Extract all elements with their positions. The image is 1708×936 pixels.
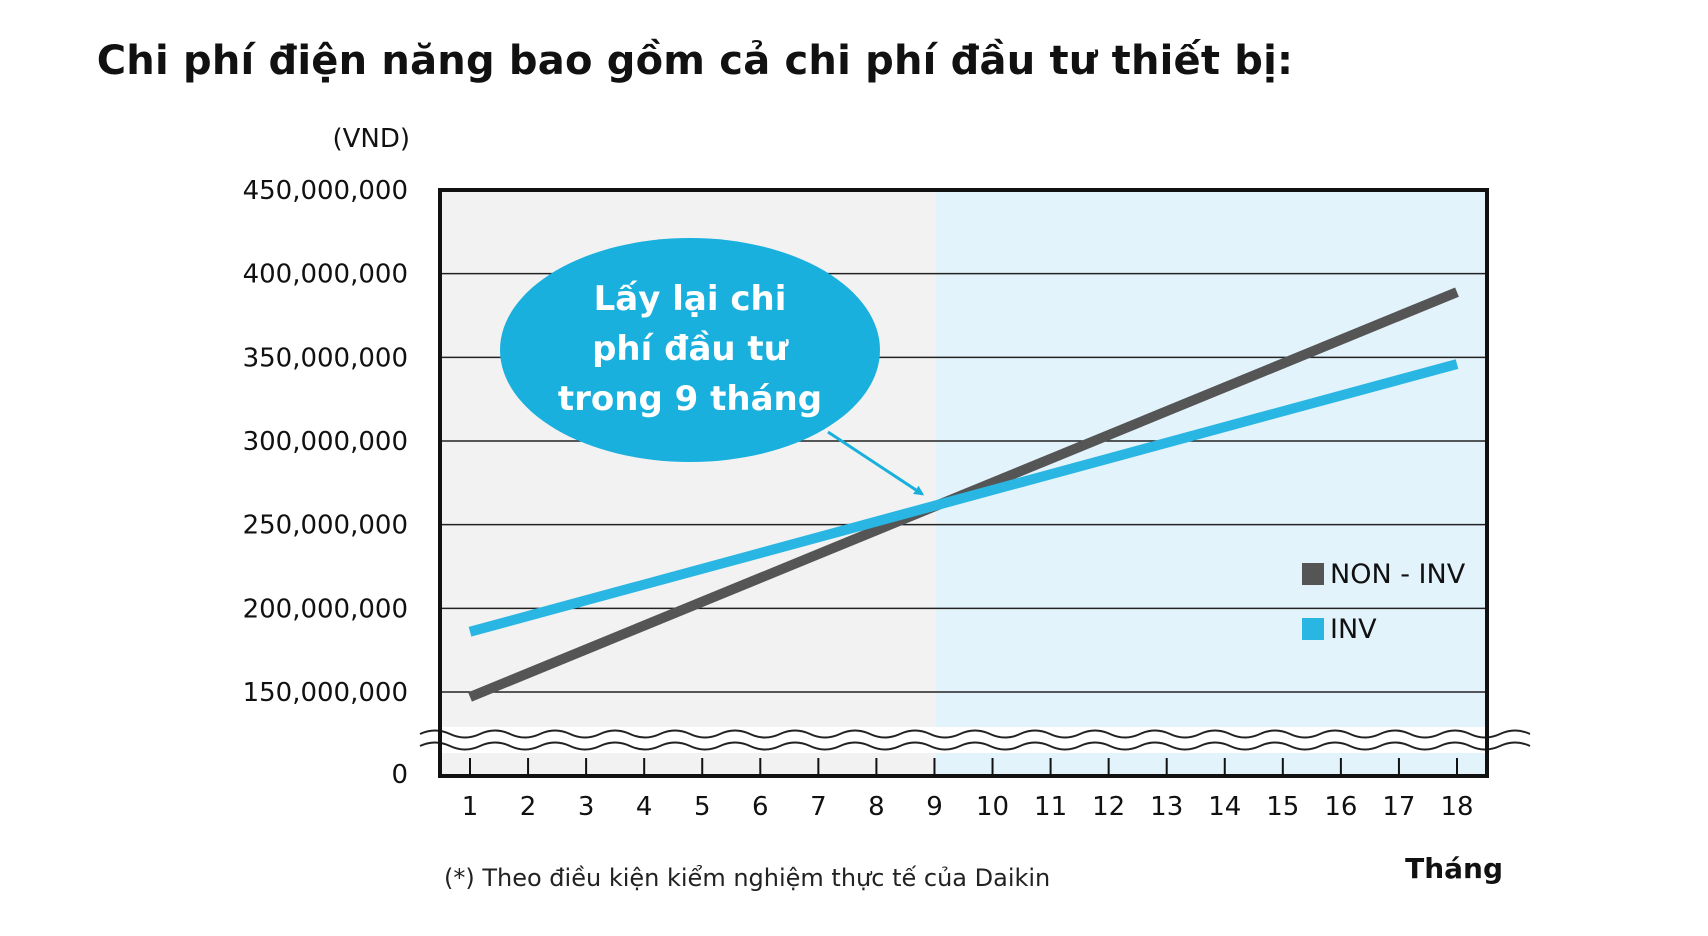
x-tick-label: 8 [868,792,885,822]
x-tick-label: 9 [926,792,943,822]
x-tick-label: 15 [1266,792,1299,822]
legend-label: NON - INV [1330,559,1466,590]
y-tick-label: 450,000,000 [243,176,408,206]
x-tick-label: 2 [520,792,537,822]
series-line-inv [468,359,1459,637]
annotation-arrow [827,430,925,496]
x-axis-label: Tháng [1405,852,1503,885]
annotation-text-line: Lấy lại chi [594,279,787,319]
legend-swatch [1302,618,1324,640]
x-tick-label: 12 [1092,792,1125,822]
x-tick-label: 1 [462,792,479,822]
axis-break-line-top [419,729,1531,739]
x-tick-label: 11 [1034,792,1067,822]
x-tick-label: 7 [810,792,827,822]
annotation-bubble [500,238,880,462]
footnote: (*) Theo điều kiện kiểm nghiệm thực tế c… [444,864,1051,892]
chart-title: Chi phí điện năng bao gồm cả chi phí đầu… [96,38,1294,84]
annotation-text-line: phí đầu tư [592,329,789,369]
y-tick-label: 250,000,000 [243,511,408,541]
y-tick-label: 350,000,000 [243,343,408,373]
y-tick-label: 150,000,000 [243,678,408,708]
x-tick-label: 14 [1208,792,1241,822]
plot-frame [438,188,1489,778]
x-tick-label: 10 [976,792,1009,822]
axis-break-line-bottom [419,741,1531,751]
x-tick-label: 17 [1382,792,1415,822]
annotation-text-line: trong 9 tháng [558,379,822,419]
legend-label: INV [1330,614,1377,645]
x-tick-label: 6 [752,792,769,822]
x-tick-label: 4 [636,792,653,822]
x-tick-label: 16 [1324,792,1357,822]
legend-swatch [1302,563,1324,585]
x-tick-label: 5 [694,792,711,822]
x-tick-label: 3 [578,792,595,822]
y-tick-label: 300,000,000 [243,427,408,457]
y-tick-label: 400,000,000 [243,260,408,290]
x-tick-label: 18 [1440,792,1473,822]
y-tick-label: 200,000,000 [243,594,408,624]
y-axis-unit-label: (VND) [332,124,410,154]
x-tick-label: 13 [1150,792,1183,822]
y-tick-label: 0 [391,760,408,790]
